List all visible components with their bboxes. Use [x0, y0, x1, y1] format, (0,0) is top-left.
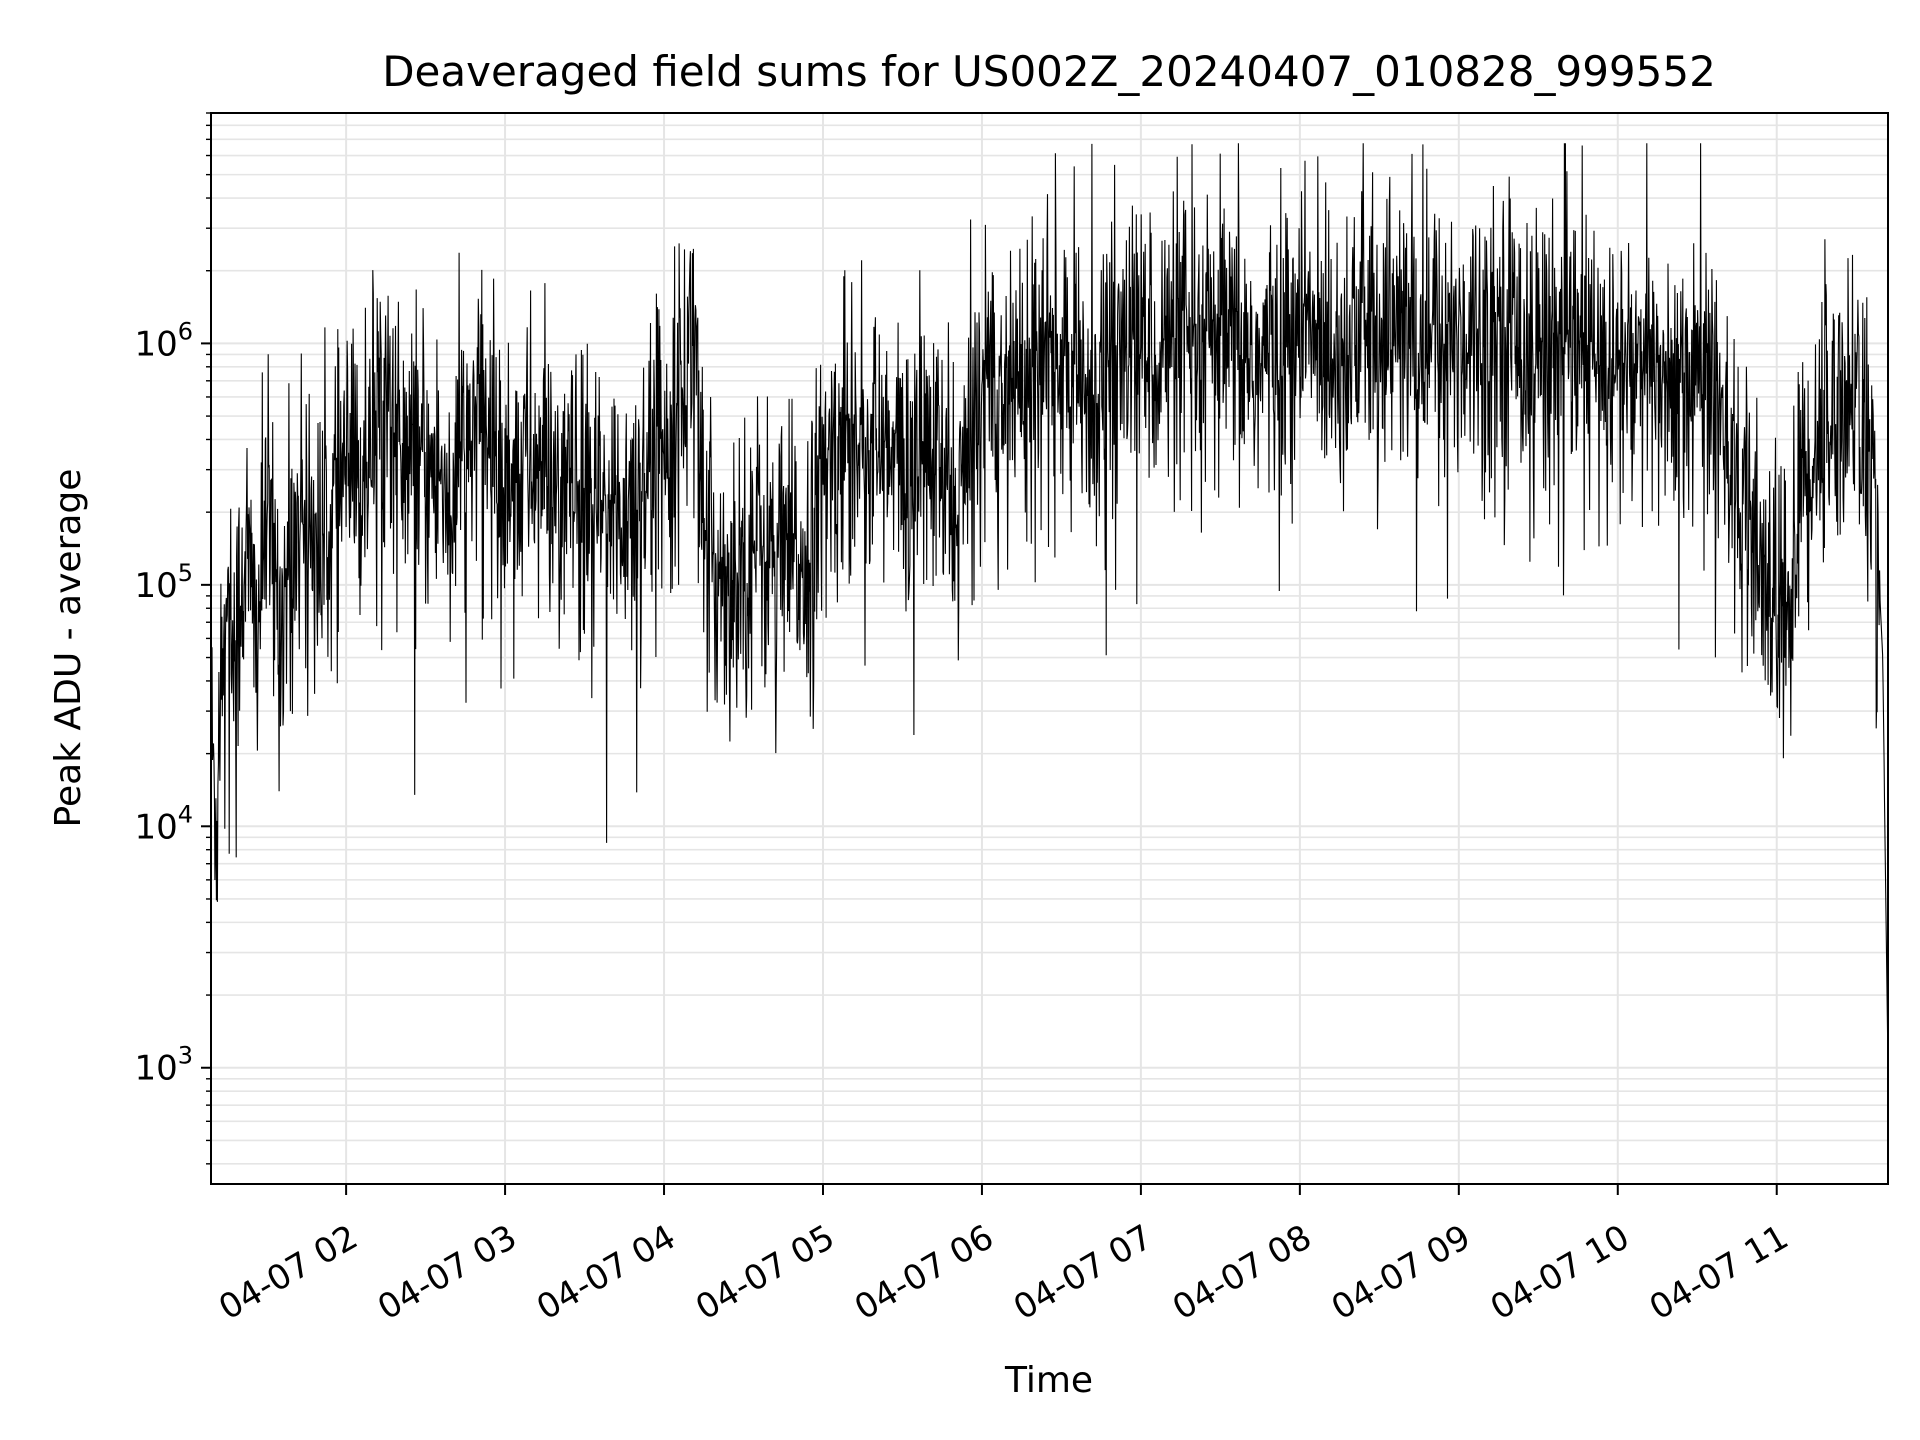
grid-layer [211, 112, 1888, 1184]
y-tick-label: 104 [134, 800, 193, 847]
y-tick-label: 103 [134, 1042, 193, 1089]
chart-title: Deaveraged field sums for US002Z_2024040… [382, 47, 1716, 96]
x-axis-label: Time [1004, 1360, 1093, 1401]
plot-frame [210, 112, 1889, 1185]
series-line [210, 143, 1889, 1068]
y-axis-label: Peak ADU - average [48, 469, 89, 828]
y-tick-label: 105 [134, 559, 193, 606]
y-tick-label: 106 [134, 317, 193, 364]
series-layer [210, 143, 1889, 1068]
